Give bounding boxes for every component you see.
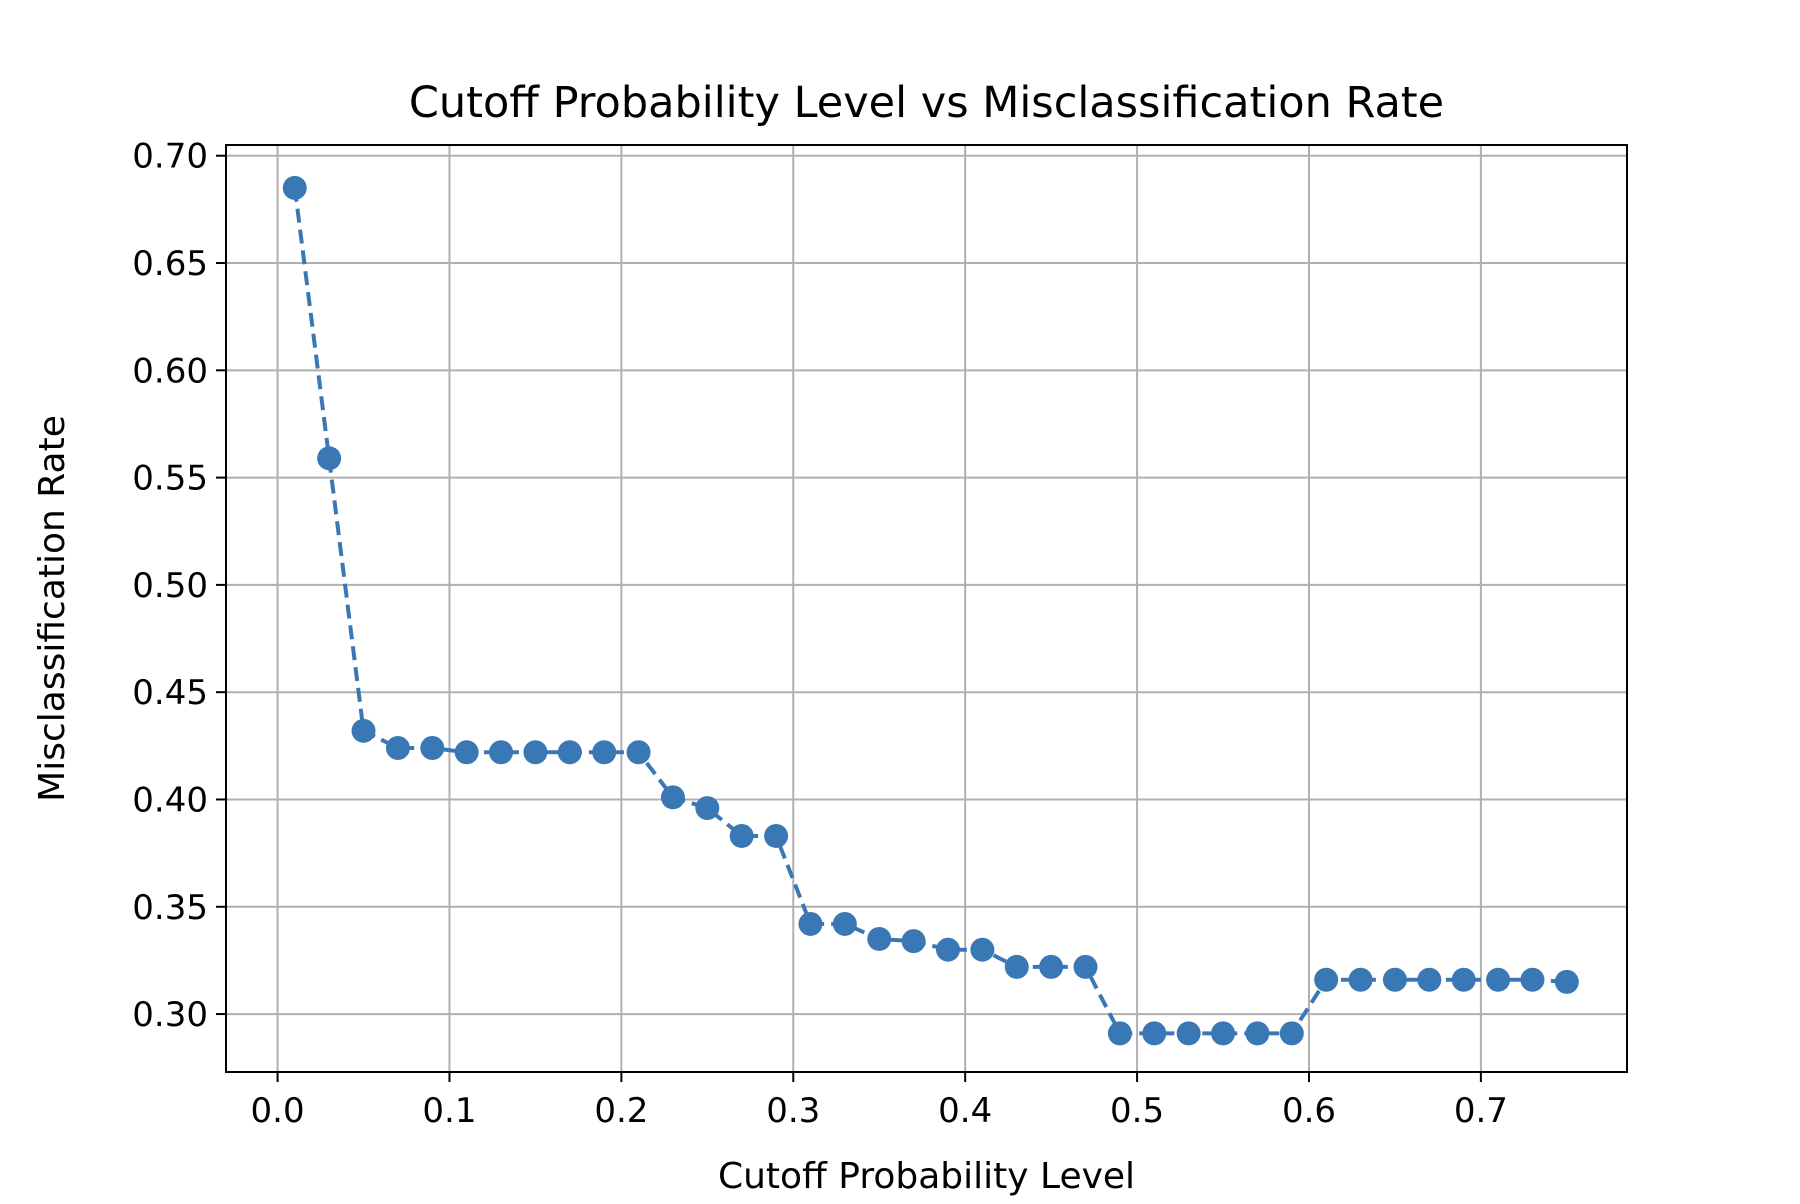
data-point bbox=[901, 929, 926, 954]
data-point bbox=[1451, 967, 1476, 992]
data-point bbox=[1245, 1021, 1270, 1046]
data-point bbox=[1039, 954, 1064, 979]
data-point bbox=[282, 175, 307, 200]
x-tick-label: 0.1 bbox=[422, 1091, 476, 1131]
data-point bbox=[798, 911, 823, 936]
data-point bbox=[1279, 1021, 1304, 1046]
y-tick-label: 0.55 bbox=[132, 459, 208, 499]
grid-lines bbox=[226, 145, 1627, 1072]
data-point bbox=[1004, 954, 1029, 979]
y-tick-label: 0.40 bbox=[132, 780, 208, 820]
plot-frame bbox=[225, 144, 1628, 1073]
x-tick-label: 0.4 bbox=[938, 1091, 992, 1131]
data-point bbox=[832, 911, 857, 936]
data-point bbox=[1348, 967, 1373, 992]
data-point bbox=[1211, 1021, 1236, 1046]
data-point bbox=[1142, 1021, 1167, 1046]
data-point bbox=[523, 740, 548, 765]
data-point bbox=[1314, 967, 1339, 992]
y-axis-ticks: 0.30 0.35 0.40 0.45 0.50 0.55 0.60 0.65 0.70 bbox=[132, 137, 226, 1035]
data-point bbox=[935, 937, 960, 962]
data-point bbox=[1486, 967, 1511, 992]
data-point bbox=[970, 937, 995, 962]
chart-title: Cutoff Probability Level vs Misclassific… bbox=[409, 78, 1444, 128]
data-point bbox=[867, 926, 892, 951]
data-point bbox=[385, 735, 410, 760]
x-axis-ticks: 0.0 0.1 0.2 0.3 0.4 0.5 0.6 0.7 bbox=[251, 1072, 1508, 1131]
data-point bbox=[695, 796, 720, 821]
y-axis-label: Misclassification Rate bbox=[32, 415, 73, 802]
data-point bbox=[489, 740, 514, 765]
data-point bbox=[1520, 967, 1545, 992]
data-point bbox=[351, 718, 376, 743]
y-tick-label: 0.30 bbox=[132, 995, 208, 1035]
x-tick-label: 0.3 bbox=[766, 1091, 820, 1131]
y-tick-label: 0.65 bbox=[132, 244, 208, 284]
data-point bbox=[317, 446, 342, 471]
x-tick-label: 0.6 bbox=[1282, 1091, 1336, 1131]
data-point bbox=[1176, 1021, 1201, 1046]
x-tick-label: 0.7 bbox=[1454, 1091, 1508, 1131]
data-point bbox=[764, 823, 789, 848]
data-point bbox=[660, 785, 685, 810]
data-point bbox=[1382, 967, 1407, 992]
y-tick-label: 0.50 bbox=[132, 566, 208, 606]
y-tick-label: 0.70 bbox=[132, 137, 208, 177]
x-tick-label: 0.0 bbox=[251, 1091, 305, 1131]
data-point bbox=[1073, 954, 1098, 979]
data-point bbox=[592, 740, 617, 765]
data-point bbox=[420, 735, 445, 760]
data-point bbox=[1107, 1021, 1132, 1046]
y-tick-label: 0.45 bbox=[132, 673, 208, 713]
x-axis-label: Cutoff Probability Level bbox=[718, 1156, 1135, 1197]
data-point bbox=[626, 740, 651, 765]
data-point bbox=[557, 740, 582, 765]
y-tick-label: 0.60 bbox=[132, 351, 208, 391]
data-series bbox=[282, 175, 1579, 1046]
x-tick-label: 0.2 bbox=[594, 1091, 648, 1131]
data-point bbox=[1417, 967, 1442, 992]
x-tick-label: 0.5 bbox=[1110, 1091, 1164, 1131]
y-tick-label: 0.35 bbox=[132, 888, 208, 928]
data-point bbox=[729, 823, 754, 848]
data-point bbox=[1554, 969, 1579, 994]
data-point bbox=[454, 740, 479, 765]
